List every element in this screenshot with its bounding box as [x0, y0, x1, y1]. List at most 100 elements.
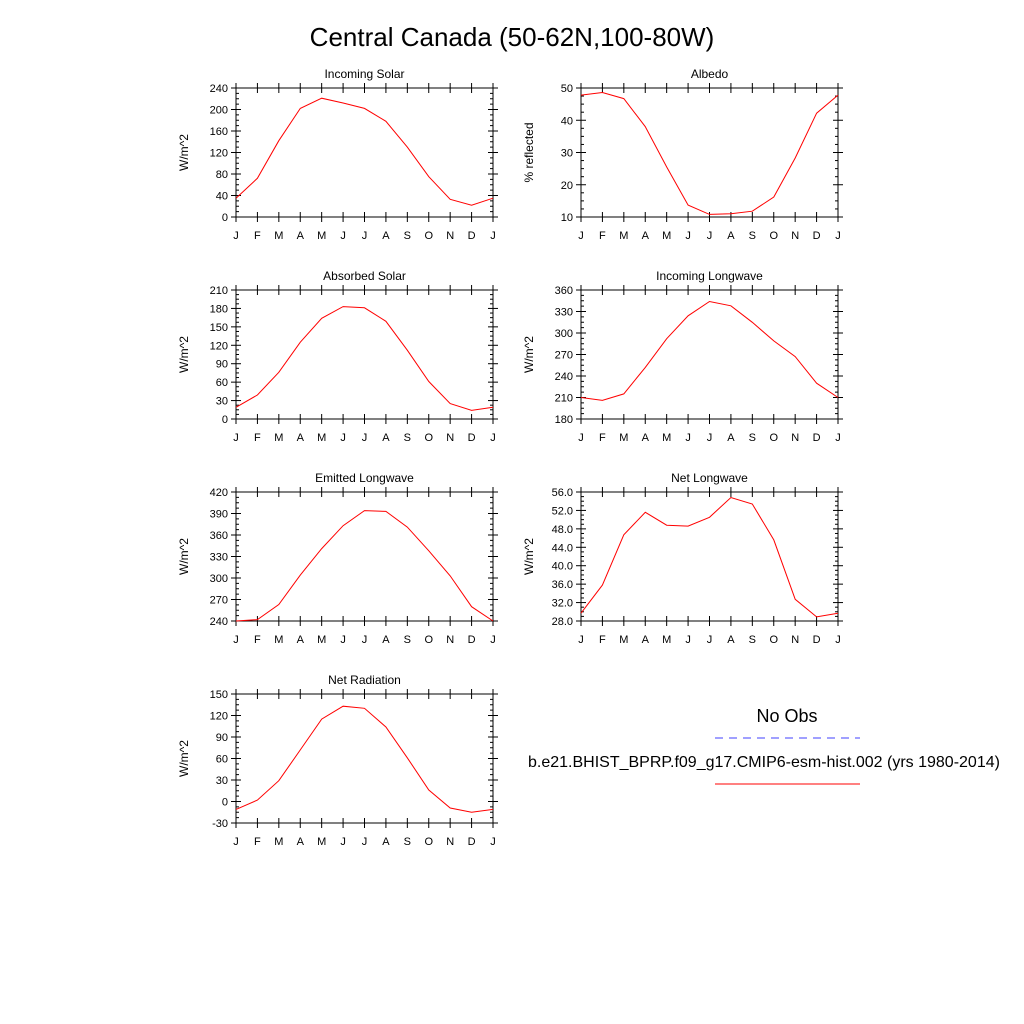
x-tick-label: J: [835, 230, 841, 242]
y-tick-label: 60: [216, 754, 228, 766]
x-tick-label: S: [404, 634, 411, 646]
series-line: [235, 510, 494, 622]
panel-title: Albedo: [691, 67, 729, 81]
y-tick-label: 0: [222, 797, 228, 809]
x-tick-label: D: [468, 230, 476, 242]
x-tick-label: S: [404, 836, 411, 848]
y-tick-label: 330: [555, 307, 573, 319]
y-tick-label: 210: [555, 393, 573, 405]
y-tick-label: 240: [210, 83, 228, 95]
x-tick-label: A: [642, 634, 650, 646]
plot-frame: [580, 491, 839, 622]
x-tick-label: J: [685, 634, 691, 646]
x-tick-label: J: [578, 634, 584, 646]
x-tick-label: A: [297, 432, 305, 444]
x-tick-label: M: [274, 634, 283, 646]
y-tick-label: 30: [216, 396, 228, 408]
panel-title: Absorbed Solar: [323, 269, 406, 283]
x-tick-label: J: [233, 230, 239, 242]
x-tick-label: O: [769, 634, 778, 646]
y-axis-label: W/m^2: [522, 336, 536, 373]
x-tick-label: J: [340, 432, 346, 444]
y-tick-label: 0: [222, 212, 228, 224]
x-tick-label: A: [382, 634, 390, 646]
x-tick-label: M: [619, 230, 628, 242]
y-tick-label: 150: [210, 322, 228, 334]
x-tick-label: N: [791, 634, 799, 646]
x-tick-label: J: [707, 634, 713, 646]
panel-title: Emitted Longwave: [315, 471, 414, 485]
panel-title: Incoming Solar: [324, 67, 404, 81]
x-tick-label: M: [317, 836, 326, 848]
y-tick-label: 360: [555, 285, 573, 297]
x-tick-label: M: [662, 432, 671, 444]
plot-frame: [235, 87, 494, 218]
y-tick-label: 40: [561, 115, 573, 127]
y-tick-label: 90: [216, 732, 228, 744]
y-tick-label: 48.0: [552, 524, 573, 536]
y-tick-label: 36.0: [552, 579, 573, 591]
x-tick-label: J: [340, 836, 346, 848]
x-tick-label: J: [490, 836, 496, 848]
y-tick-label: 0: [222, 414, 228, 426]
x-tick-label: J: [578, 230, 584, 242]
x-tick-label: N: [446, 836, 454, 848]
x-tick-label: A: [382, 432, 390, 444]
x-tick-label: F: [599, 432, 606, 444]
y-axis-label: W/m^2: [522, 538, 536, 575]
y-tick-label: 360: [210, 530, 228, 542]
x-tick-label: O: [424, 230, 433, 242]
x-tick-label: A: [727, 634, 735, 646]
y-tick-label: 40.0: [552, 561, 573, 573]
y-tick-label: 210: [210, 285, 228, 297]
y-tick-label: 240: [555, 371, 573, 383]
x-tick-label: J: [707, 432, 713, 444]
y-tick-label: 120: [210, 148, 228, 160]
x-tick-label: S: [749, 634, 756, 646]
x-tick-label: O: [769, 230, 778, 242]
x-tick-label: A: [297, 634, 305, 646]
x-tick-label: M: [274, 836, 283, 848]
x-tick-label: A: [297, 836, 305, 848]
y-tick-label: 300: [555, 328, 573, 340]
y-tick-label: 390: [210, 509, 228, 521]
x-tick-label: J: [362, 634, 368, 646]
series-line: [580, 300, 839, 401]
x-tick-label: J: [362, 836, 368, 848]
x-tick-label: J: [707, 230, 713, 242]
y-tick-label: 120: [210, 340, 228, 352]
x-tick-label: M: [662, 634, 671, 646]
x-tick-label: J: [233, 634, 239, 646]
y-axis-label: W/m^2: [177, 740, 191, 777]
x-tick-label: F: [254, 230, 261, 242]
x-tick-label: A: [642, 432, 650, 444]
x-tick-label: S: [404, 432, 411, 444]
plot-frame: [235, 693, 494, 824]
y-tick-label: 180: [210, 303, 228, 315]
x-tick-label: S: [749, 230, 756, 242]
plot-frame: [580, 87, 839, 218]
y-tick-label: 28.0: [552, 616, 573, 628]
x-tick-label: N: [446, 432, 454, 444]
x-tick-label: J: [685, 230, 691, 242]
series-line: [580, 91, 839, 215]
x-tick-label: M: [274, 432, 283, 444]
x-tick-label: J: [490, 230, 496, 242]
x-tick-label: O: [769, 432, 778, 444]
x-tick-label: D: [813, 230, 821, 242]
x-tick-label: M: [619, 432, 628, 444]
x-tick-label: M: [317, 634, 326, 646]
x-tick-label: O: [424, 634, 433, 646]
y-axis-label: % reflected: [522, 122, 536, 182]
panel-title: Net Radiation: [328, 673, 401, 687]
x-tick-label: M: [317, 230, 326, 242]
x-tick-label: A: [727, 432, 735, 444]
y-tick-label: 30: [561, 148, 573, 160]
series-line: [235, 705, 494, 813]
x-tick-label: J: [340, 634, 346, 646]
